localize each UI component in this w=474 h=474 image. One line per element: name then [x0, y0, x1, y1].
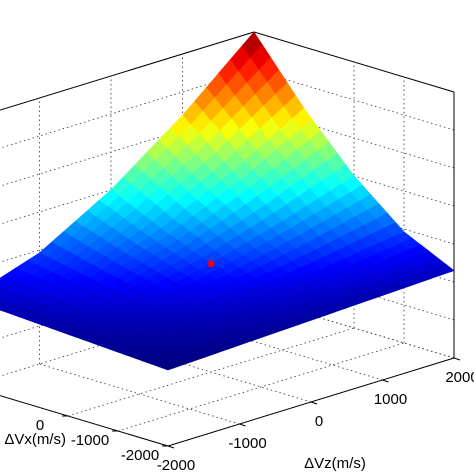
- surface-layer: [0, 31, 455, 371]
- surface-patch: [158, 362, 181, 371]
- y-tick-label: -1000: [228, 435, 266, 452]
- floor-grid-line: [39, 363, 240, 425]
- x-axis-label: ΔVx(m/s): [4, 431, 66, 448]
- y-tick-label: 1000: [374, 391, 407, 408]
- wall-grid-line: [0, 107, 255, 187]
- axis-line: [253, 31, 455, 93]
- axis-line: [0, 31, 255, 111]
- x-tick-label: -2000: [121, 447, 159, 464]
- label-layer: ΔVx(m/s) ΔVz(m/s) -2000 -1000 0 1000 2000 -20…: [4, 259, 474, 474]
- y-tick: [453, 357, 461, 361]
- marker: [207, 259, 215, 268]
- x-tick-label: 0: [36, 417, 44, 434]
- y-tick: [310, 401, 318, 405]
- wall-grid-line: [253, 69, 455, 131]
- y-tick-label: -2000: [157, 457, 195, 474]
- floor-grid-line: [67, 327, 355, 417]
- y-tick-label: 0: [315, 413, 323, 430]
- floor-grid-line: [117, 342, 405, 432]
- wall-grid-line: [0, 69, 255, 149]
- y-tick: [382, 379, 389, 383]
- marker-stroke: [207, 260, 215, 268]
- y-tick-label: 2000: [445, 369, 474, 386]
- wall-grid-line: [253, 107, 455, 169]
- x-tick-label: -1000: [71, 432, 109, 449]
- y-tick: [167, 445, 175, 449]
- floor-grid-line: [182, 319, 383, 381]
- y-axis-label: ΔVz(m/s): [304, 455, 366, 472]
- wall-grid-line: [253, 297, 455, 359]
- y-tick: [239, 423, 246, 427]
